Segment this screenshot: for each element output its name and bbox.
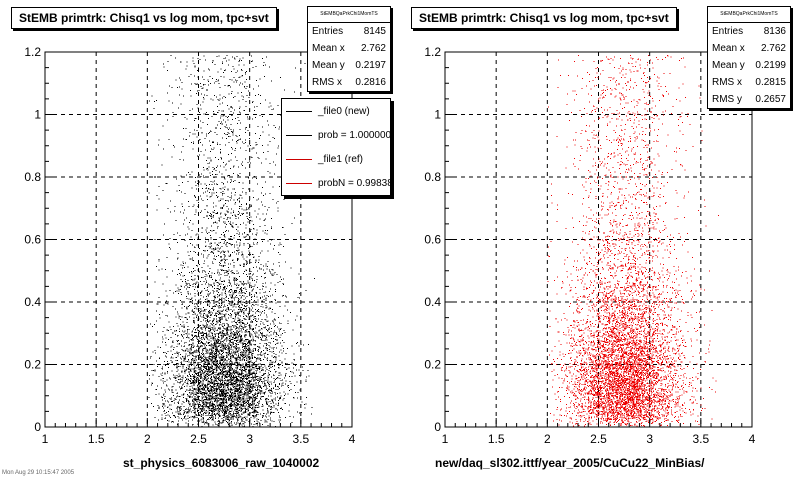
left-stats-row: RMS x 0.2816: [312, 77, 386, 88]
right-stats-name: StEMBQaPrkChi1MomTS: [708, 7, 790, 23]
right-x-tick-label: 2.5: [590, 432, 607, 446]
footer-timestamp: Mon Aug 29 10:15:47 2005: [2, 470, 75, 476]
right-x-tick-label: 2: [544, 432, 551, 446]
legend-entry: _file0 (new): [282, 99, 390, 123]
right-scatter-points: [547, 54, 720, 428]
left-x-tick-label: 4: [349, 432, 356, 446]
left-stats-box: StEMBQaPrkChi1MomTS Entries 8145 Mean x …: [307, 6, 391, 92]
right-x-tick-label: 3: [646, 432, 653, 446]
left-chart-title: StEMB primtrk: Chisq1 vs log mom, tpc+sv…: [11, 7, 277, 29]
left-y-tick-label: 0.8: [24, 170, 41, 184]
left-y-tick-label: 0: [34, 420, 41, 434]
left-x-axis-title: st_physics_6083006_raw_1040002: [123, 456, 320, 470]
legend-line-red: [286, 182, 312, 184]
right-x-tick-label: 3.5: [692, 432, 709, 446]
right-stats-row: Mean x 2.762: [712, 43, 786, 54]
right-x-tick-label: 1: [442, 432, 449, 446]
right-y-tick-label: 1: [434, 108, 441, 122]
left-grid: [45, 52, 352, 427]
left-stats-row: Mean y 0.2197: [312, 60, 386, 71]
left-y-tick-label: 0.4: [24, 295, 41, 309]
right-x-tick-label: 4: [749, 432, 756, 446]
left-stats-name: StEMBQaPrkChi1MomTS: [308, 7, 390, 23]
right-y-tick-label: 1.2: [424, 45, 441, 59]
right-x-tick-label: 1.5: [488, 432, 505, 446]
right-y-tick-label: 0.2: [424, 358, 441, 372]
left-x-tick-label: 1.5: [88, 432, 105, 446]
left-y-tick-label: 0.2: [24, 358, 41, 372]
left-y-tick-label: 1: [34, 108, 41, 122]
right-y-tick-label: 0.8: [424, 170, 441, 184]
left-scatter-points: [148, 54, 315, 428]
legend-entry: probN = 0.998381: [282, 171, 390, 195]
legend-entry: prob = 1.000000: [282, 123, 390, 147]
left-legend: _file0 (new) prob = 1.000000 _file1 (ref…: [281, 98, 391, 196]
left-y-tick-label: 1.2: [24, 45, 41, 59]
right-x-axis-title: new/daq_sl302.ittf/year_2005/CuCu22_MinB…: [435, 456, 705, 470]
right-y-tick-label: 0.6: [424, 233, 441, 247]
left-x-tick-label: 3.5: [292, 432, 309, 446]
right-stats-row: Mean y 0.2199: [712, 60, 786, 71]
left-stats-row: Mean x 2.762: [312, 43, 386, 54]
left-y-tick-label: 0.6: [24, 233, 41, 247]
right-stats-row: RMS x 0.2815: [712, 77, 786, 88]
left-x-tick-label: 1: [42, 432, 49, 446]
legend-line-red: [286, 158, 312, 160]
right-stats-row: Entries 8136: [712, 26, 786, 37]
left-x-tick-label: 2.5: [190, 432, 207, 446]
right-stats-box: StEMBQaPrkChi1MomTS Entries 8136 Mean x …: [707, 6, 791, 109]
left-x-tick-label: 3: [246, 432, 253, 446]
right-stats-row: RMS y 0.2657: [712, 94, 786, 105]
legend-line-black: [286, 134, 312, 136]
legend-entry: _file1 (ref): [282, 147, 390, 171]
left-stats-row: Entries 8145: [312, 26, 386, 37]
right-y-tick-label: 0.4: [424, 295, 441, 309]
right-y-tick-label: 0: [434, 420, 441, 434]
left-x-tick-label: 2: [144, 432, 151, 446]
legend-line-black: [286, 110, 312, 112]
right-chart-title: StEMB primtrk: Chisq1 vs log mom, tpc+sv…: [411, 7, 677, 29]
